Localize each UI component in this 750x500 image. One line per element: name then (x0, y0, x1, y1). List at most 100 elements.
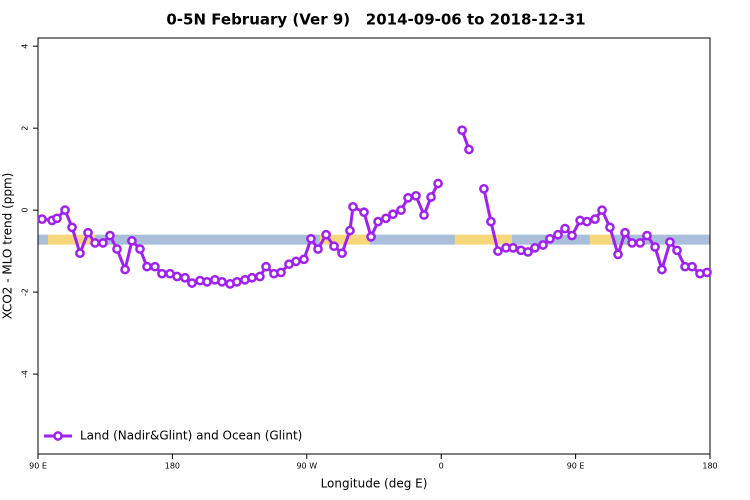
surface-segment (589, 234, 612, 245)
data-point (665, 237, 675, 247)
data-point (373, 216, 383, 227)
data-point (672, 245, 682, 256)
data-point (523, 247, 533, 257)
chart-title: 0-5N February (Ver 9) 2014-09-06 to 2018… (166, 11, 585, 29)
data-point (464, 144, 474, 155)
data-point (67, 222, 77, 233)
data-point (299, 254, 309, 265)
data-point (635, 238, 645, 248)
data-point (426, 192, 436, 202)
data-point (232, 277, 242, 287)
data-point (276, 267, 286, 278)
surface-segment (38, 234, 49, 245)
data-point (538, 240, 548, 250)
data-point (202, 277, 212, 287)
data-point (388, 209, 398, 220)
x-tick-label: 180 (702, 462, 717, 471)
data-point (348, 202, 358, 212)
data-point (627, 238, 637, 248)
x-tick-label: 90 W (296, 462, 317, 471)
data-point (508, 242, 518, 253)
data-point (180, 272, 190, 283)
data-point (396, 205, 406, 215)
data-point (306, 233, 316, 244)
data-point (493, 246, 503, 256)
data-point (120, 264, 130, 275)
data-point (337, 248, 347, 259)
data-point (553, 229, 563, 240)
data-point (381, 213, 391, 224)
legend-label: Land (Nadir&Glint) and Ocean (Glint) (80, 429, 302, 443)
data-point (545, 233, 555, 244)
data-point (98, 238, 108, 248)
data-point (650, 242, 660, 252)
y-tick-label: 4 (21, 44, 30, 49)
data-point (567, 230, 577, 241)
surface-segment (611, 234, 710, 245)
data-point (486, 216, 496, 227)
surface-segment (48, 234, 96, 245)
data-point (75, 248, 85, 259)
plot-frame (37, 37, 711, 455)
data-point (60, 205, 70, 215)
y-tick-label: 2 (21, 126, 30, 131)
data-point (37, 214, 47, 225)
data-point (702, 267, 712, 278)
data-point (313, 244, 323, 254)
data-point (605, 222, 615, 233)
surface-segment (369, 234, 455, 245)
data-point (187, 278, 197, 288)
surface-segment (454, 234, 512, 245)
data-point (150, 261, 160, 272)
surface-segment (95, 234, 320, 245)
y-axis-label: XCO2 - MLO trend (ppm) (1, 173, 15, 320)
data-point (135, 244, 145, 254)
data-point (52, 213, 62, 224)
data-point (530, 242, 540, 253)
y-tick-label: -2 (21, 288, 30, 296)
data-point (657, 264, 667, 275)
data-point (597, 205, 607, 215)
data-point (142, 261, 152, 272)
data-point (359, 207, 369, 218)
data-point (419, 210, 429, 220)
data-point (321, 229, 331, 240)
data-point (261, 261, 271, 272)
data-point (687, 261, 697, 272)
data-point (479, 183, 489, 194)
data-point (403, 192, 413, 203)
data-point (433, 178, 443, 189)
data-point (291, 256, 301, 267)
y-tick-label: -4 (21, 370, 30, 378)
data-point (90, 238, 100, 248)
data-point (411, 190, 421, 201)
data-point (247, 272, 257, 283)
data-point (112, 244, 122, 254)
x-tick-label: 90 E (29, 462, 47, 471)
data-point (560, 223, 570, 234)
data-point (255, 271, 265, 282)
data-point (590, 214, 600, 225)
data-point (157, 268, 167, 279)
data-point (642, 230, 652, 241)
data-point (217, 277, 227, 287)
x-tick-label: 0 (439, 462, 444, 471)
x-tick-label: 180 (165, 462, 180, 471)
data-point (620, 227, 630, 238)
data-point (329, 241, 339, 252)
data-point (105, 230, 115, 241)
data-point (582, 216, 592, 227)
data-point (127, 236, 137, 246)
data-point (172, 271, 182, 282)
legend-marker (53, 431, 63, 441)
data-point (366, 231, 376, 242)
x-tick-label: 90 E (567, 462, 585, 471)
x-axis-label: Longitude (deg E) (321, 477, 428, 491)
y-tick-label: 0 (21, 208, 30, 213)
data-point (83, 227, 93, 238)
surface-segment (319, 234, 370, 245)
data-point (613, 249, 623, 260)
